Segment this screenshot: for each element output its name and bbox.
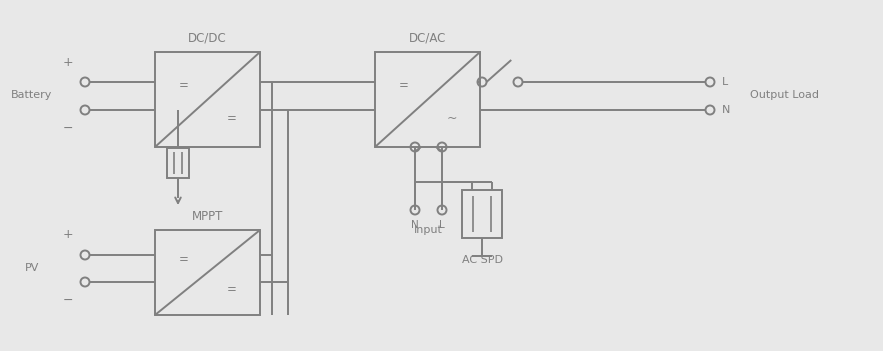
- Text: −: −: [63, 293, 73, 306]
- Bar: [167, 148, 189, 178]
- Text: Output Load: Output Load: [751, 90, 819, 100]
- Text: ~: ~: [447, 112, 457, 125]
- Text: =: =: [227, 112, 237, 125]
- Text: Input: Input: [413, 225, 442, 235]
- Text: +: +: [63, 55, 73, 68]
- Text: =: =: [178, 79, 188, 92]
- Text: +: +: [63, 229, 73, 241]
- Text: AC SPD: AC SPD: [462, 255, 502, 265]
- Text: N: N: [411, 220, 419, 230]
- Text: L: L: [439, 220, 445, 230]
- Text: −: −: [63, 121, 73, 134]
- Bar: [375, 52, 480, 147]
- Text: Battery: Battery: [11, 90, 53, 100]
- Text: DC/DC: DC/DC: [188, 32, 227, 45]
- Bar: [155, 52, 260, 147]
- Bar: [462, 190, 502, 238]
- Bar: [155, 230, 260, 315]
- Text: N: N: [722, 105, 730, 115]
- Text: =: =: [398, 79, 408, 92]
- Text: =: =: [227, 283, 237, 296]
- Text: DC/AC: DC/AC: [409, 32, 446, 45]
- Text: =: =: [178, 253, 188, 266]
- Text: L: L: [722, 77, 728, 87]
- Text: PV: PV: [25, 263, 39, 273]
- Text: MPPT: MPPT: [192, 210, 223, 223]
